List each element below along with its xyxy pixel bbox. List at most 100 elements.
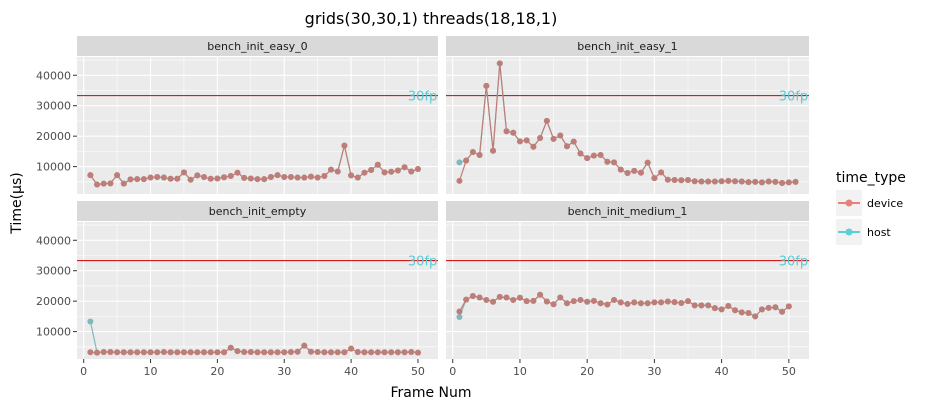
data-point-device [765,178,772,185]
y-tick-label: 30000 [36,265,71,278]
data-point-device [671,299,678,306]
data-point-device [530,297,537,304]
data-point-device [100,180,107,187]
data-point-device [725,177,732,184]
data-point-device [785,303,792,310]
data-point-device [705,302,712,309]
x-tick-label: 10 [144,365,158,378]
data-point-device [154,173,161,180]
data-point-device [241,174,248,181]
data-point-device [765,304,772,311]
x-tick-label: 20 [210,365,224,378]
data-point-device [227,173,234,180]
data-point-device [577,296,584,303]
data-point-device [490,298,497,305]
data-point-device [368,349,375,356]
data-point-device [207,175,214,182]
data-point-device [469,148,476,155]
legend-item-device: device [836,190,903,216]
data-point-device [281,349,288,356]
facet-panel: bench_init_empty 30fps 10000 20000 30000 4000… [36,201,444,378]
legend-items: device host [836,190,903,245]
panel-background [77,222,438,359]
data-point-device [87,349,94,356]
reference-line-label: 30fps [408,255,444,270]
data-point-device [120,180,127,187]
data-point-device [779,180,786,187]
data-point-device [631,167,638,174]
data-point-device [247,348,254,355]
panel-background [77,57,438,194]
data-point-device [597,300,604,307]
data-point-device [732,307,739,314]
x-tick-label: 50 [782,365,796,378]
reference-line-label: 30fps [408,90,444,105]
data-point-device [711,305,718,312]
data-point-device [624,300,631,307]
data-point-device [758,179,765,186]
data-point-device [87,172,94,179]
data-point-device [301,342,308,349]
data-point-device [584,298,591,305]
y-tick-label: 40000 [36,234,71,247]
data-point-device [160,348,167,355]
data-point-device [394,349,401,356]
data-point-device [301,174,308,181]
data-point-device [557,294,564,301]
data-point-device [463,296,470,303]
legend-label: host [867,226,891,239]
data-point-device [651,175,658,182]
data-point-device [174,349,181,356]
data-point-device [463,157,470,164]
x-tick-label: 30 [277,365,291,378]
data-point-device [227,344,234,351]
data-point-device [752,313,759,320]
data-point-device [134,176,141,183]
data-point-device [234,169,241,176]
data-point-device [483,82,490,89]
data-point-device [483,296,490,303]
data-point-device [321,349,328,356]
data-point-device [287,173,294,180]
data-point-device [678,299,685,306]
data-point-device [201,349,208,356]
data-point-device [294,348,301,355]
data-point-device [221,174,228,181]
strip-label: bench_init_easy_0 [207,40,307,53]
facet-panel: bench_init_easy_1 30fps [446,36,809,194]
data-point-device [254,349,261,356]
data-point-device [469,292,476,299]
facet-panels: bench_init_easy_030fps100002000030000400… [36,36,809,378]
data-point-device [496,293,503,300]
data-point-device [792,178,799,185]
data-point-device [314,174,321,181]
strip-background [446,36,809,56]
data-point-device [611,159,618,166]
data-point-device [758,306,765,313]
data-point-device [127,349,134,356]
data-point-device [94,181,101,188]
data-point-device [401,164,408,171]
data-point-device [140,349,147,356]
x-tick-label: 0 [80,365,87,378]
y-tick-label: 20000 [36,295,71,308]
data-point-device [543,117,550,124]
data-point-device [187,176,194,183]
y-tick-label: 40000 [36,69,71,82]
y-axis-label: Time(μs) [9,172,25,234]
data-point-device [307,173,314,180]
data-point-device [314,348,321,355]
data-point-device [537,291,544,298]
data-point-device [590,152,597,159]
data-point-device [685,176,691,183]
data-point-device [408,348,415,355]
data-point-device [374,349,381,356]
data-point-device [496,60,503,67]
data-point-device [234,348,241,355]
data-point-device [274,349,281,356]
legend-key-point [845,228,853,236]
data-point-device [510,129,517,136]
data-point-device [779,308,786,315]
data-point-device [476,152,483,159]
